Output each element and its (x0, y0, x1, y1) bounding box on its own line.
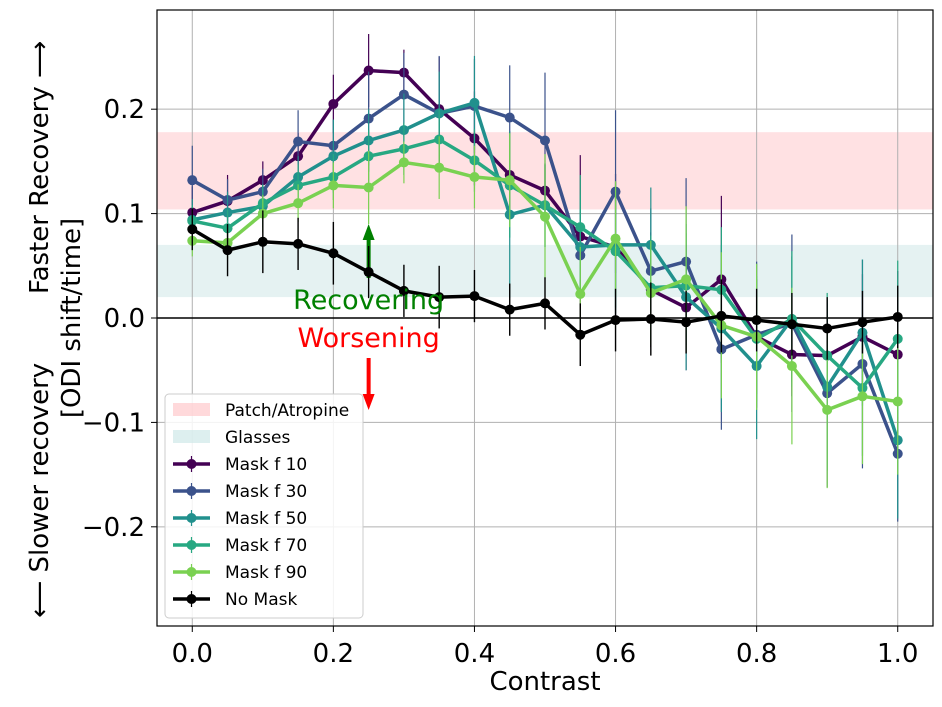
x-axis-ticks: 0.0 0.2 0.4 0.6 0.8 1.0 (172, 626, 918, 669)
data-point (645, 314, 656, 325)
legend-marker (186, 594, 197, 604)
y-tick-label: −0.2 (82, 513, 145, 543)
annotation-recovering: Recovering (293, 285, 444, 316)
legend-box (164, 393, 364, 619)
legend-item-no-mask: No Mask (173, 590, 297, 610)
data-point (504, 112, 515, 123)
data-point (469, 97, 480, 108)
data-point (610, 233, 621, 244)
data-point (398, 285, 409, 296)
legend-label: Glasses (225, 428, 290, 448)
x-tick-label: 0.2 (313, 639, 354, 669)
legend-item-mask-f-50: Mask f 50 (173, 509, 307, 529)
data-point (398, 157, 409, 168)
data-point (434, 162, 445, 173)
data-point (504, 175, 515, 186)
data-point (504, 304, 515, 315)
legend-label: Mask f 30 (225, 482, 307, 502)
data-point (469, 172, 480, 183)
legend-item-mask-f-70: Mask f 70 (173, 536, 307, 556)
data-point (892, 396, 903, 407)
x-tick-label: 1.0 (877, 639, 918, 669)
data-point (328, 98, 339, 109)
legend-item-mask-f-30: Mask f 30 (173, 482, 307, 502)
data-point (363, 182, 374, 193)
legend-label: Mask f 10 (225, 455, 307, 475)
y-tick-label: 0.1 (104, 200, 145, 230)
data-point (293, 136, 304, 147)
x-tick-label: 0.0 (172, 639, 213, 669)
x-tick-label: 0.4 (454, 639, 495, 669)
y-axis-label: ⟵ Slower recovery Faster Recovery ⟶[ODI s… (25, 41, 87, 618)
worsening-arrow-head (362, 394, 375, 410)
series-no-mask (187, 208, 903, 367)
y-tick-label: 0.0 (104, 304, 145, 334)
data-point (575, 288, 586, 299)
data-point (822, 323, 833, 334)
legend-marker (186, 567, 197, 577)
legend-item-mask-f-90: Mask f 90 (173, 563, 307, 583)
data-point (681, 274, 692, 285)
data-point (257, 236, 268, 247)
y-label-faster: Faster Recovery ⟶ (25, 41, 55, 294)
x-axis-label: Contrast (489, 667, 600, 697)
data-point (363, 267, 374, 278)
y-tick-label: −0.1 (82, 408, 145, 438)
legend-label: Mask f 90 (225, 563, 307, 583)
y-label-slower: ⟵ Slower recovery (25, 363, 55, 618)
legend-item-mask-f-10: Mask f 10 (173, 455, 307, 475)
data-point (786, 319, 797, 330)
legend-label: Patch/Atropine (225, 401, 349, 421)
data-point (610, 315, 621, 326)
data-point (469, 291, 480, 302)
legend-marker (186, 540, 197, 550)
data-point (293, 198, 304, 209)
data-point (716, 310, 727, 321)
data-point (434, 292, 445, 303)
legend-item-patch-atropine: Patch/Atropine (173, 401, 349, 421)
annotation-worsening: Worsening (297, 323, 439, 354)
data-point (575, 329, 586, 340)
series-group (187, 34, 903, 522)
data-point (293, 238, 304, 249)
legend-label: No Mask (225, 590, 297, 610)
data-point (222, 245, 233, 256)
data-point (328, 180, 339, 191)
data-point (857, 317, 868, 328)
x-tick-label: 0.6 (595, 639, 636, 669)
data-point (187, 175, 198, 186)
annotations: Recovering Worsening (293, 285, 444, 354)
data-point (328, 248, 339, 259)
legend-marker (186, 459, 197, 469)
data-point (363, 65, 374, 76)
legend-label: Mask f 50 (225, 509, 307, 529)
recovering-arrow-head (362, 224, 375, 240)
legend-item-glasses: Glasses (173, 428, 290, 448)
data-point (681, 317, 692, 328)
legend: Patch/Atropine Glasses Mask f 10 Mask f 30 M… (164, 393, 364, 619)
data-point (540, 298, 550, 309)
legend-label: Mask f 70 (225, 536, 307, 556)
data-point (540, 135, 550, 146)
data-point (187, 224, 198, 235)
data-point (822, 404, 833, 415)
data-point (575, 222, 586, 233)
y-tick-label: 0.2 (104, 95, 145, 125)
x-tick-label: 0.8 (736, 639, 777, 669)
data-point (540, 211, 550, 222)
data-point (857, 391, 868, 402)
data-point (786, 361, 797, 372)
worsening-arrow (362, 358, 375, 410)
y-axis-ticks: −0.2 −0.1 0.0 0.1 0.2 (82, 95, 157, 543)
data-point (751, 315, 762, 326)
legend-swatch (173, 403, 210, 416)
y-label-units: [ODI shift/time] (57, 218, 87, 418)
legend-marker (186, 486, 197, 496)
legend-swatch (173, 430, 210, 443)
data-point (892, 311, 903, 322)
legend-marker (186, 513, 197, 523)
